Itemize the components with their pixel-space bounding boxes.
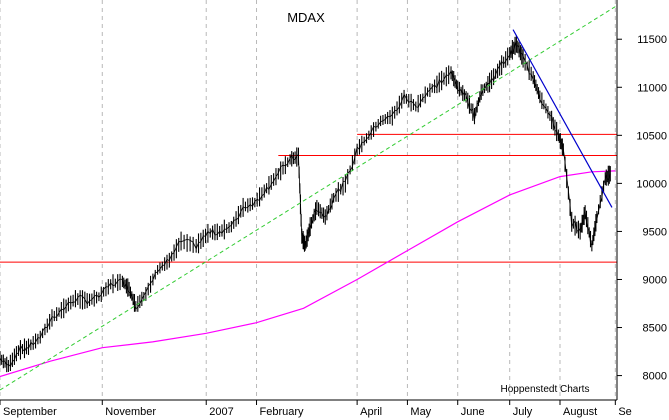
reference-lines: [0, 133, 617, 263]
y-tick-label: 11500: [637, 34, 667, 46]
y-tick-label: 10500: [636, 130, 667, 142]
x-tick-label: 2007: [209, 406, 233, 418]
x-tick-label: Se: [618, 406, 631, 418]
y-tick-label: 11000: [637, 82, 667, 94]
y-tick-label: 8000: [643, 371, 667, 383]
moving-average-layer: [0, 170, 616, 378]
x-tick-label: August: [563, 406, 597, 418]
x-tick-label: May: [410, 406, 431, 418]
x-tick-label: February: [260, 406, 305, 418]
y-tick-label: 9000: [643, 274, 667, 286]
y-tick-label: 9500: [643, 226, 667, 238]
y-tick-label: 8500: [643, 323, 667, 335]
chart-credit: Hoppenstedt Charts: [501, 384, 590, 395]
downtrend-line: [512, 29, 613, 208]
x-tick-label: September: [3, 406, 57, 418]
x-tick-label: June: [461, 406, 485, 418]
uptrend-line: [0, 5, 618, 391]
price-layer: [0, 35, 611, 373]
price-line: [0, 41, 611, 367]
moving-average-line: [0, 170, 616, 378]
trend-lines: [0, 5, 618, 391]
x-tick-label: July: [513, 406, 533, 418]
x-tick-label: November: [105, 406, 156, 418]
chart-title: MDAX: [287, 10, 325, 25]
y-tick-label: 10000: [636, 178, 667, 190]
grid-layer: [0, 0, 616, 400]
x-tick-label: April: [360, 406, 382, 418]
